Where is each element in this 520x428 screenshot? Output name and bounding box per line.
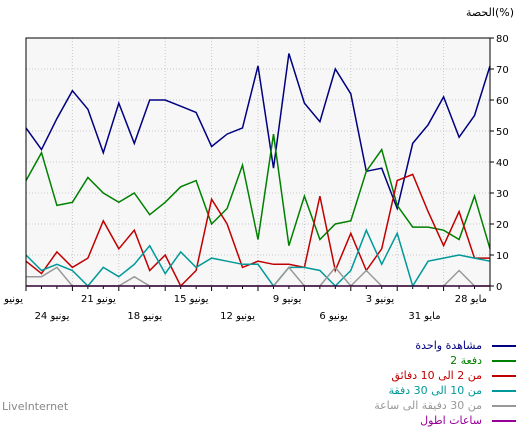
legend-swatch [492,419,516,422]
x-tick-label: 12 يونيو [220,311,255,322]
y-tick-label: 70 [496,65,509,76]
legend-swatch [492,344,516,347]
series-line-2 [25,133,491,250]
y-tick-label: 0 [496,282,502,293]
legend-swatch [492,404,516,407]
x-tick-label: 28 مايو [455,294,487,305]
liveinternet-brand: LiveInternet [2,400,69,413]
y-tick-label: 10 [496,251,509,262]
legend-item: 2 دفعة [268,353,516,368]
legend-item: ساعات اطول [268,413,516,428]
x-tick-label: 3 يونيو [366,294,395,305]
y-tick-label: 80 [496,34,509,45]
series-line-3 [25,173,490,288]
legend-label: من 2 الى 10 دفائق [391,369,482,382]
chart-legend: مشاهدة واحدة 2 دفعة من 2 الى 10 دفائق من 10… [268,338,516,428]
y-tick-label: 50 [496,127,509,138]
legend-item: من 10 الى 30 دفقة [268,383,516,398]
x-tick-label: 27 يونيو [0,294,23,305]
x-tick-label: 15 يونيو [174,294,209,305]
legend-swatch [492,389,516,392]
legend-swatch [492,359,516,362]
x-tick-label: 21 يونيو [81,294,116,305]
y-tick-label: 60 [496,96,509,107]
legend-item: من 2 الى 10 دفائق [268,368,516,383]
legend-swatch [492,374,516,377]
x-tick-label: 31 مايو [408,311,440,322]
legend-item: مشاهدة واحدة [268,338,516,353]
line-chart: 0 10 20 30 40 50 60 70 80 28 مايو 3 يونيو 9 يونيو 15… [0,6,514,322]
x-tick-label: 9 يونيو [273,294,302,305]
y-unit-label: الحصة(%) [466,6,514,19]
series-line-1 [25,53,491,212]
legend-label: من 10 الى 30 دفقة [388,384,482,397]
plot-frame [25,37,491,287]
legend-item: من 30 دفيقة الى ساعة [268,398,516,413]
legend-label: ساعات اطول [420,414,482,427]
x-tick-label: 24 يونيو [35,311,70,322]
x-tick-label: 6 يونيو [319,311,348,322]
legend-label: 2 دفعة [450,354,482,367]
legend-label: مشاهدة واحدة [415,339,482,352]
y-tick-label: 20 [496,220,509,231]
y-tick-label: 30 [496,189,509,200]
legend-label: من 30 دفيقة الى ساعة [374,399,482,412]
y-tick-label: 40 [496,158,509,169]
x-tick-label: 18 يونيو [127,311,162,322]
